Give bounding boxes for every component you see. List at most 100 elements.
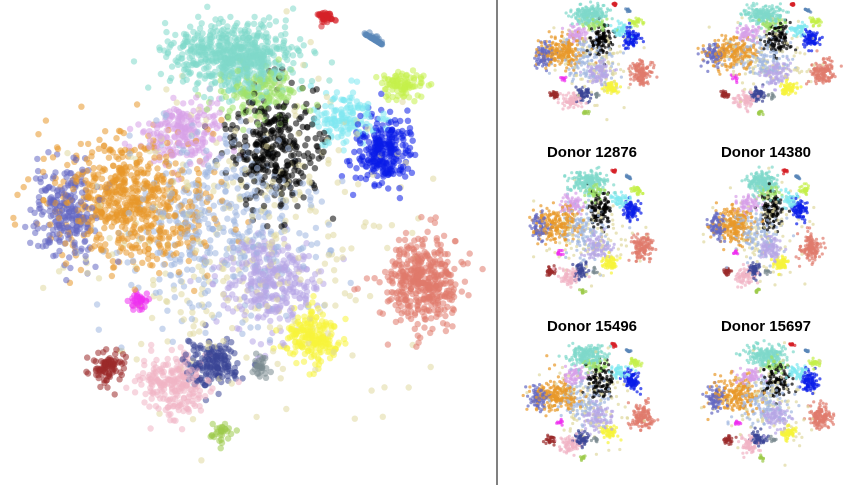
scatter-point [111, 358, 118, 365]
scatter-point [136, 151, 143, 158]
scatter-point [247, 59, 254, 67]
scatter-point [326, 77, 333, 84]
scatter-point [295, 150, 303, 158]
scatter-point [268, 155, 275, 162]
scatter-point [110, 264, 118, 271]
scatter-point [266, 336, 274, 344]
scatter-point [338, 110, 346, 117]
scatter-point [114, 258, 122, 265]
scatter-point [443, 290, 450, 297]
scatter-point [148, 314, 156, 322]
scatter-point [396, 170, 403, 177]
scatter-point [263, 88, 270, 96]
scatter-point [346, 157, 353, 165]
scatter-point [249, 338, 256, 345]
scatter-point [180, 100, 187, 107]
scatter-point [220, 205, 227, 212]
scatter-point [210, 188, 217, 195]
scatter-point [255, 313, 262, 320]
scatter-point [146, 137, 154, 144]
scatter-point [221, 44, 229, 52]
scatter-point [108, 223, 116, 230]
scatter-point [318, 198, 325, 205]
scatter-point [156, 288, 163, 296]
scatter-point [33, 219, 40, 226]
scatter-point [125, 209, 132, 217]
scatter-point [27, 239, 34, 246]
scatter-point [379, 413, 386, 420]
scatter-point [324, 18, 331, 26]
scatter-point [191, 287, 198, 295]
scatter-point [148, 347, 155, 354]
scatter-point [216, 342, 223, 349]
scatter-point [55, 268, 63, 275]
scatter-point [182, 133, 189, 141]
scatter-point [37, 178, 44, 186]
scatter-point [221, 259, 228, 267]
scatter-point [272, 231, 280, 238]
scatter-point [118, 223, 126, 230]
scatter-point [384, 298, 391, 305]
scatter-point [245, 28, 252, 35]
scatter-point [256, 302, 263, 310]
scatter-point [412, 290, 420, 297]
scatter-point [178, 426, 186, 433]
scatter-point [180, 316, 187, 323]
scatter-point [231, 24, 238, 31]
scatter-point [102, 361, 109, 368]
scatter-point [190, 374, 197, 381]
scatter-point [371, 167, 378, 175]
scatter-point [198, 211, 205, 218]
scatter-point [190, 389, 197, 396]
scatter-point [289, 5, 297, 12]
scatter-point [384, 127, 392, 134]
scatter-point [254, 121, 262, 128]
scatter-point [164, 139, 171, 147]
scatter-point [381, 86, 389, 93]
scatter-point [395, 148, 402, 156]
scatter-point [315, 155, 322, 162]
scatter-point [398, 134, 406, 141]
scatter-point [239, 52, 246, 59]
scatter-point [412, 83, 419, 90]
scatter-point [218, 431, 226, 439]
scatter-point [267, 317, 274, 325]
scatter-point [134, 302, 142, 309]
scatter-point [46, 183, 53, 191]
scatter-point [215, 311, 223, 318]
scatter-point [38, 187, 45, 195]
scatter-point [203, 173, 211, 180]
scatter-point [257, 277, 264, 284]
scatter-point [257, 56, 264, 63]
scatter-point [340, 139, 347, 147]
scatter-point [291, 333, 298, 340]
scatter-point [256, 113, 264, 121]
scatter-point [200, 281, 208, 288]
scatter-point [216, 437, 223, 444]
scatter-point [250, 20, 258, 27]
scatter-point [45, 149, 52, 156]
scatter-point [74, 227, 81, 235]
scatter-point [304, 150, 312, 157]
scatter-point [257, 258, 264, 266]
scatter-point [40, 155, 47, 162]
scatter-point [223, 148, 231, 155]
scatter-point [245, 73, 253, 81]
scatter-point [204, 220, 212, 228]
scatter-point [260, 182, 267, 189]
scatter-point [142, 297, 150, 304]
scatter-point [165, 202, 172, 210]
scatter-point [210, 50, 217, 57]
scatter-point [149, 204, 156, 211]
scatter-point [113, 135, 120, 142]
scatter-point [325, 139, 332, 147]
scatter-point [81, 216, 88, 223]
scatter-point [177, 277, 184, 285]
scatter-point [157, 70, 165, 78]
scatter-point [253, 413, 260, 421]
scatter-point [384, 244, 391, 252]
scatter-point [347, 279, 354, 287]
scatter-point [211, 72, 218, 79]
scatter-point [371, 275, 378, 282]
scatter-point [363, 275, 371, 282]
